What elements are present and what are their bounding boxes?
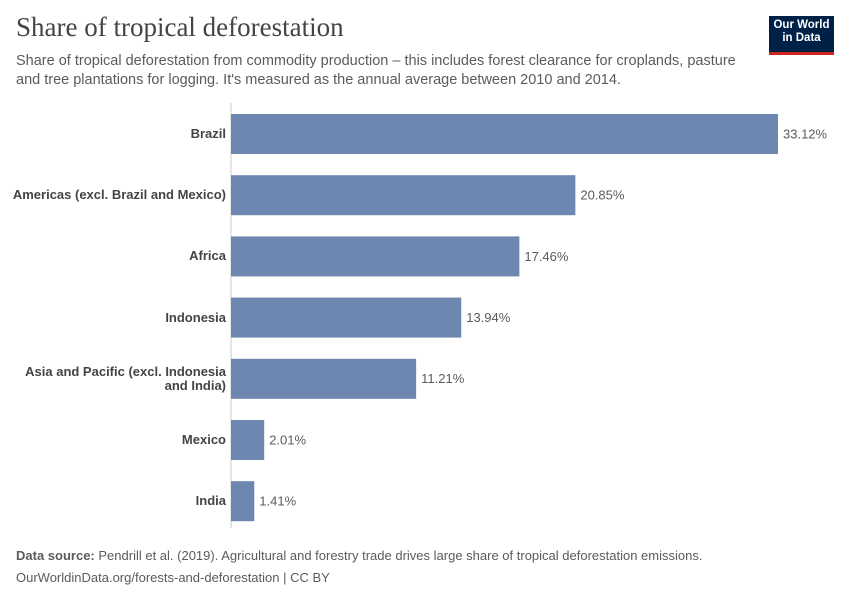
value-label: 13.94% [466, 310, 511, 325]
value-label: 20.85% [580, 188, 625, 203]
bar [231, 420, 265, 460]
category-label: Indonesia [165, 309, 226, 325]
value-label: 11.21% [421, 371, 465, 386]
source: Data source: Pendrill et al. (2019). Agr… [16, 548, 702, 563]
bar [231, 175, 576, 216]
source-text: Pendrill et al. (2019). Agricultural and… [98, 548, 703, 563]
chart-title: Share of tropical deforestation [16, 12, 344, 42]
chart-subtitle: Share of tropical deforestation from com… [16, 53, 736, 88]
source-label: Data source: [16, 548, 95, 563]
logo-text: Our World in Data [773, 19, 830, 44]
category-label: India [195, 493, 226, 509]
value-label: 33.12% [783, 126, 828, 141]
logo[interactable]: Our World in Data [769, 16, 834, 55]
value-label: 1.41% [259, 494, 296, 509]
value-label: 17.46% [524, 249, 569, 264]
category-label: Brazil [190, 126, 226, 141]
value-label: 2.01% [269, 432, 306, 447]
category-label: Mexico [181, 432, 226, 447]
footer: OurWorldinData.org/forests-and-deforesta… [16, 570, 330, 585]
category-label: Africa [189, 248, 226, 264]
category-label: Americas (excl. Brazil and Mexico) [12, 187, 226, 203]
bar [231, 236, 520, 277]
bar [231, 481, 255, 522]
bar [231, 114, 778, 154]
bar [231, 297, 462, 338]
bar [231, 358, 417, 399]
category-label: Asia and Pacific (excl. Indonesia and In… [25, 363, 226, 393]
